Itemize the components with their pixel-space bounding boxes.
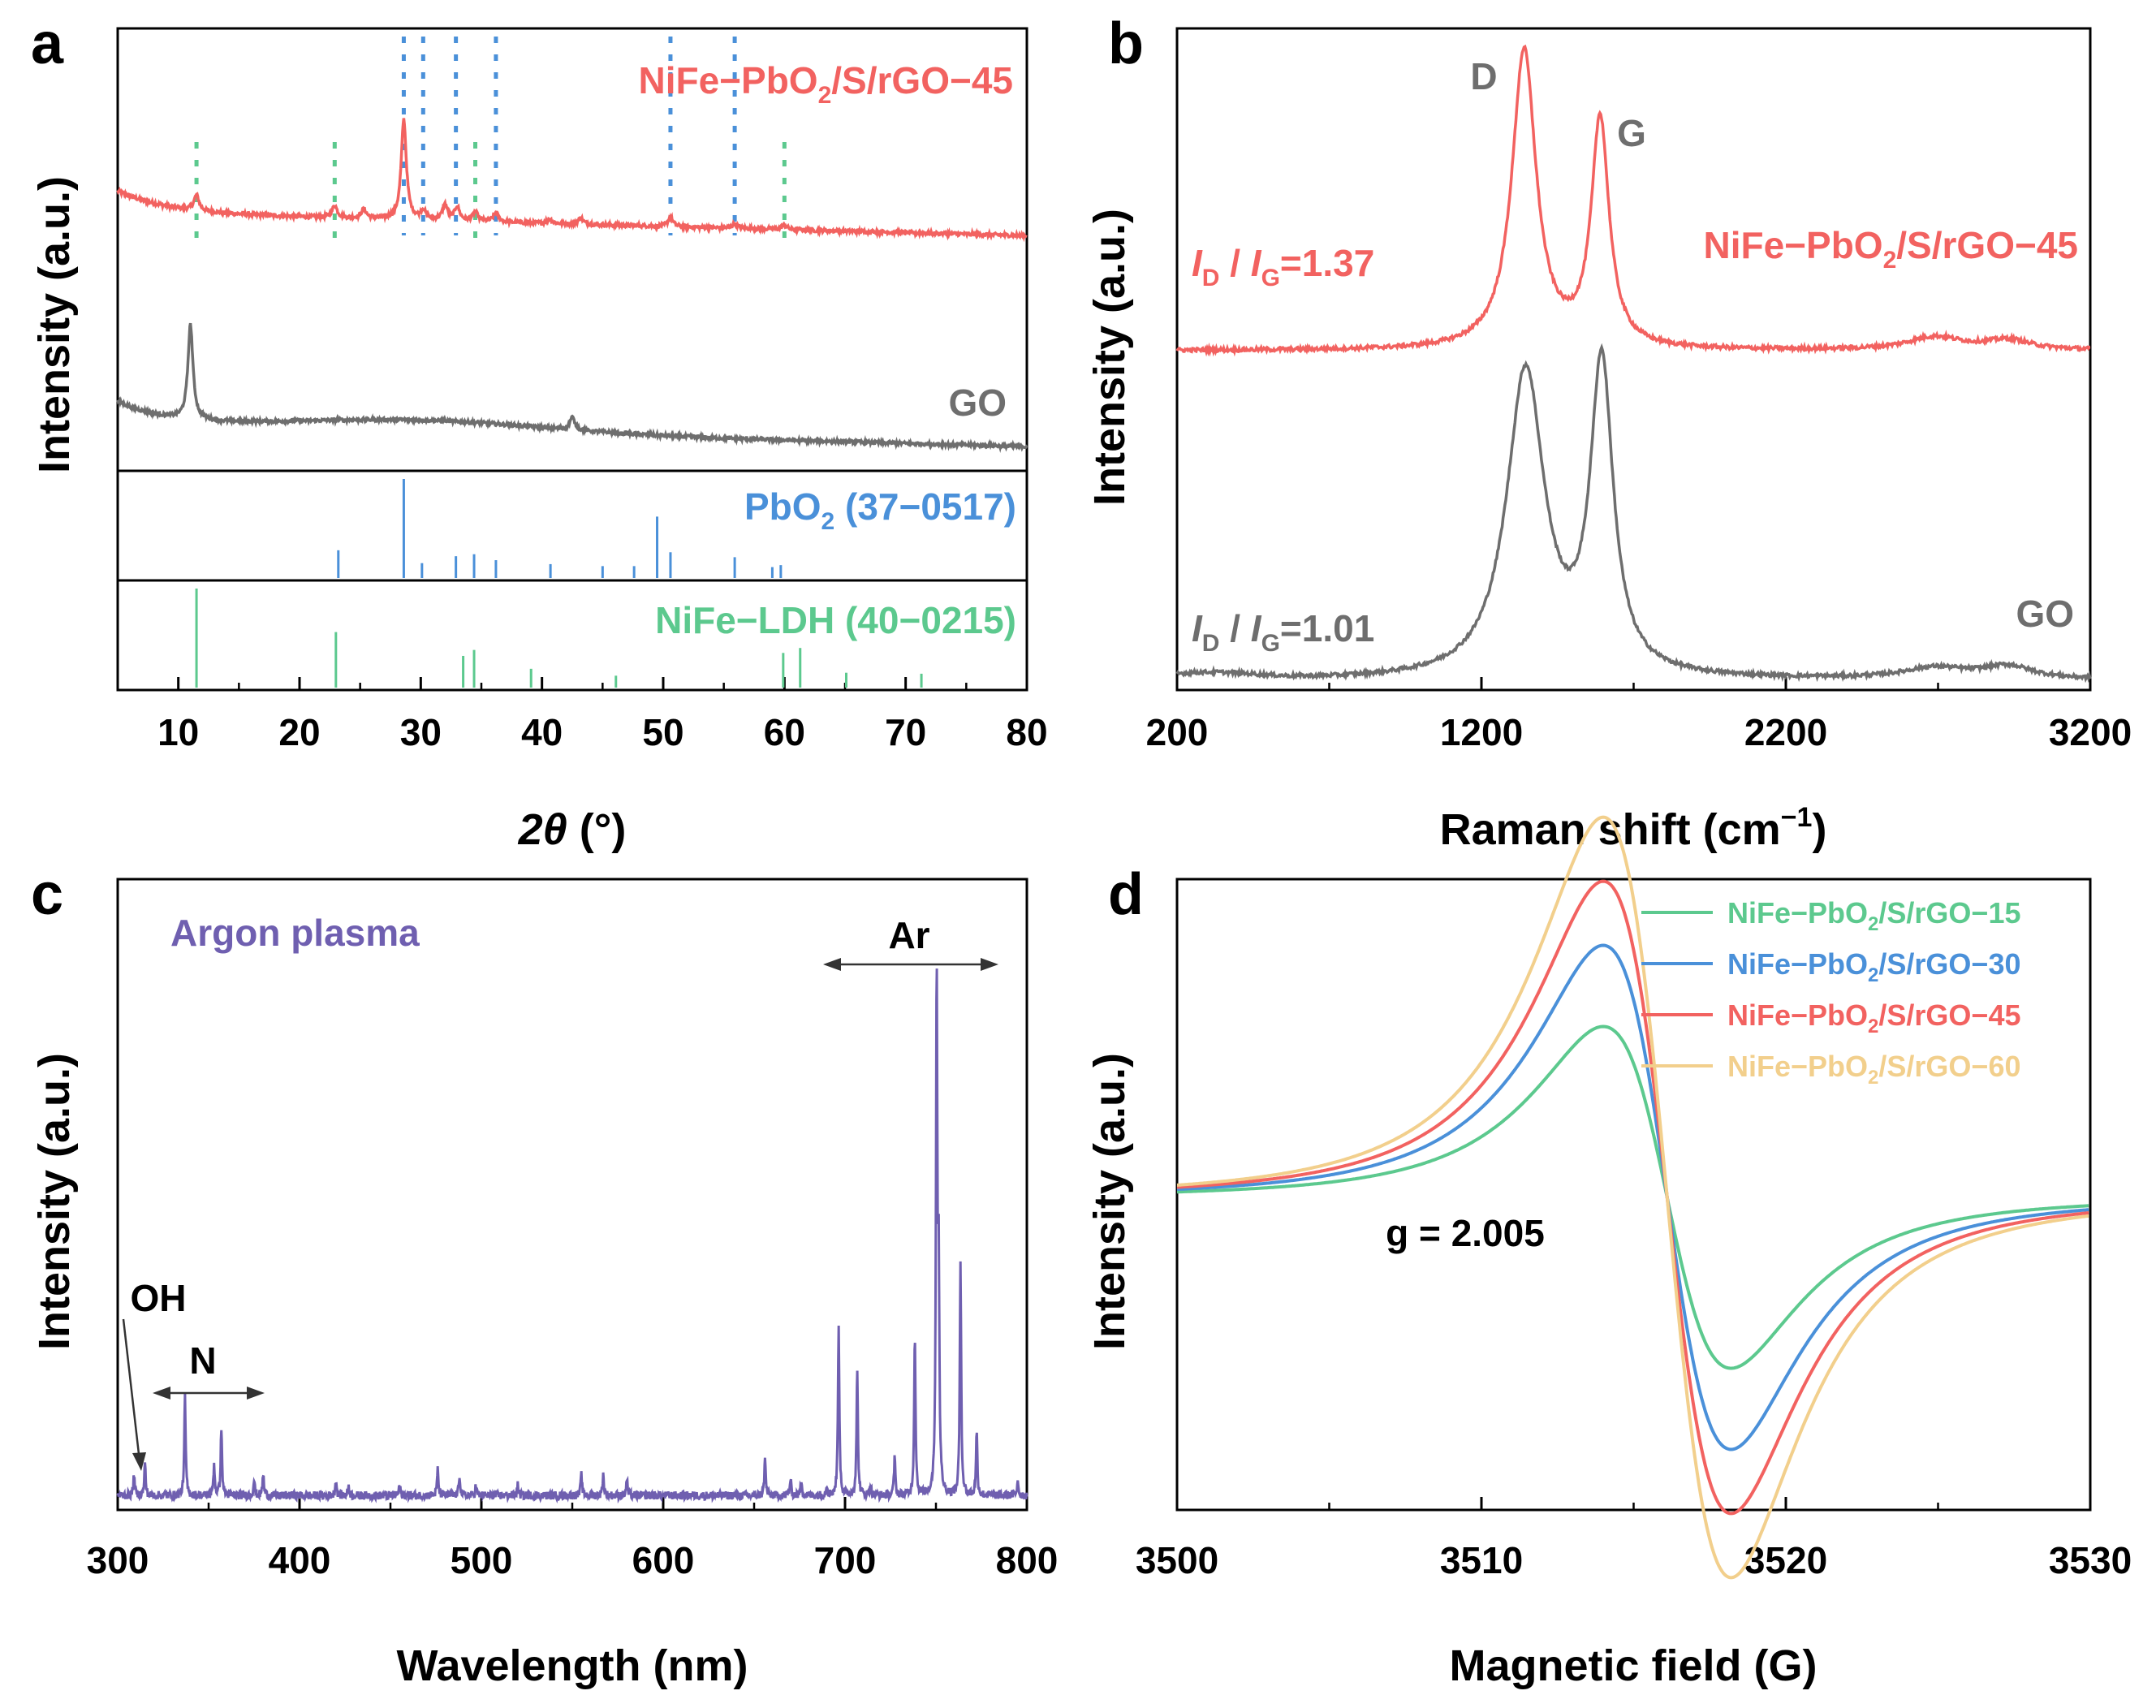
panel-c-xtick-label: 500 — [451, 1539, 513, 1581]
panel-a-series-red — [116, 118, 1028, 243]
panel-c-xtick-labels: 300 400 500 600 700 800 — [87, 1539, 1059, 1581]
panel-d-series-rgo45 — [1176, 879, 2089, 1516]
panel-c-oh-arrow — [122, 1318, 146, 1471]
panel-a-ylabel: Intensity (a.u.) — [30, 176, 79, 473]
panel-a-xtick-label: 60 — [764, 711, 805, 753]
panel-b-xtick-label: 2200 — [1744, 711, 1827, 753]
panel-c-xtick-label: 600 — [632, 1539, 695, 1581]
panel-b-peak-g-label: G — [1617, 112, 1646, 154]
panel-b-xtick-labels: 200 1200 2200 3200 — [1146, 711, 2132, 753]
panel-c-label-argon-plasma: Argon plasma — [170, 912, 420, 954]
panel-d-xtick-label: 3510 — [1440, 1539, 1523, 1581]
panel-b-series-red — [1175, 44, 2091, 357]
panel-a-label-go: GO — [948, 382, 1007, 424]
legend-entry-rgo45: NiFe−PbO2/S/rGO−45 — [1641, 998, 2021, 1037]
panel-a-label-pbo2: PbO2 (37−0517) — [744, 485, 1016, 535]
panel-d-ylabel: Intensity (a.u.) — [1085, 1053, 1134, 1350]
panel-c-ylabel: Intensity (a.u.) — [30, 1053, 79, 1350]
panel-b-ylabel: Intensity (a.u.) — [1085, 209, 1134, 506]
panel-b-xtick-label: 200 — [1146, 711, 1209, 753]
panel-c-frame — [116, 878, 1028, 1512]
panel-c-xtick-label: 300 — [87, 1539, 149, 1581]
panel-a-xtick-label: 20 — [278, 711, 320, 753]
panel-b: b Intensity (a.u.) 200 1200 2200 3200 Ra… — [1085, 11, 2132, 854]
panel-a-xtick-label: 80 — [1006, 711, 1047, 753]
panel-c-label-ar: Ar — [888, 914, 929, 956]
panel-c-xtick-label: 800 — [996, 1539, 1059, 1581]
panel-d: d Intensity (a.u.) 3500 3510 3520 3530 M… — [1085, 815, 2132, 1690]
panel-a-frame — [116, 27, 1028, 692]
panel-d-series-rgo30 — [1176, 943, 2089, 1451]
panel-c-label-oh: OH — [131, 1277, 187, 1319]
panel-b-xtick-label: 1200 — [1440, 711, 1523, 753]
legend-label-rgo60: NiFe−PbO2/S/rGO−60 — [1727, 1050, 2021, 1089]
panel-b-peak-d-label: D — [1470, 55, 1497, 97]
panel-c-n-arrow — [153, 1387, 265, 1400]
panel-d-g-value: g = 2.005 — [1386, 1212, 1545, 1254]
panel-a-label: a — [31, 11, 64, 76]
panel-d-xtick-label: 3500 — [1136, 1539, 1218, 1581]
panel-d-xtick-labels: 3500 3510 3520 3530 — [1136, 1539, 2132, 1581]
panel-d-curves — [1176, 815, 2089, 1580]
panel-c-ar-arrow — [823, 958, 998, 971]
panel-c-xtick-label: 700 — [814, 1539, 877, 1581]
panel-a-xtick-label: 50 — [642, 711, 683, 753]
panel-c-label-n: N — [189, 1339, 216, 1382]
panel-d-label: d — [1108, 862, 1144, 927]
panel-d-xticks — [1175, 1497, 2092, 1510]
legend-entry-rgo15: NiFe−PbO2/S/rGO−15 — [1641, 896, 2021, 935]
panel-a: a Intensity (a.u.) 10 20 30 40 50 60 70 … — [30, 11, 1048, 854]
panel-a-label-ldh: NiFe−LDH (40−0215) — [655, 599, 1016, 641]
panel-a-reference-ldh — [195, 589, 923, 688]
panel-c-label: c — [31, 862, 63, 927]
panel-c-xlabel: Wavelength (nm) — [396, 1641, 748, 1690]
panel-d-series-rgo60 — [1176, 815, 2089, 1580]
panel-c: c Intensity (a.u.) 300 400 500 600 700 8… — [30, 862, 1058, 1690]
panel-c-xticks — [116, 1497, 1028, 1510]
panel-a-xtick-label: 10 — [157, 711, 199, 753]
panel-a-series-go — [116, 322, 1028, 453]
panel-a-xtick-label: 70 — [885, 711, 926, 753]
panel-d-legend: NiFe−PbO2/S/rGO−15 NiFe−PbO2/S/rGO−30 Ni… — [1641, 896, 2021, 1089]
panel-a-xtick-labels: 10 20 30 40 50 60 70 80 — [157, 711, 1048, 753]
panel-c-series-argon — [116, 968, 1028, 1504]
panel-b-xlabel: Raman shift (cm−1) — [1440, 802, 1827, 854]
panel-a-xtick-label: 40 — [521, 711, 563, 753]
panel-a-phase-markers — [194, 37, 787, 244]
panel-a-xticks — [116, 677, 1028, 690]
panel-b-xticks — [1175, 677, 2092, 690]
panel-c-xtick-label: 400 — [269, 1539, 331, 1581]
legend-entry-rgo60: NiFe−PbO2/S/rGO−60 — [1641, 1050, 2021, 1089]
panel-a-label-red-series: NiFe−PbO2/S/rGO−45 — [638, 59, 1013, 109]
panel-d-series-rgo15 — [1177, 1024, 2089, 1370]
panel-a-xtick-label: 30 — [400, 711, 442, 753]
panel-b-label-red-series: NiFe−PbO2/S/rGO−45 — [1703, 224, 2078, 274]
legend-entry-rgo30: NiFe−PbO2/S/rGO−30 — [1641, 947, 2021, 986]
panel-d-xlabel: Magnetic field (G) — [1449, 1641, 1817, 1690]
panel-b-xtick-label: 3200 — [2049, 711, 2132, 753]
panel-b-ratio-red: ID / IG=1.37 — [1192, 242, 1374, 291]
panel-a-xlabel: 2θ (°) — [518, 805, 627, 854]
panel-d-xtick-label: 3530 — [2049, 1539, 2132, 1581]
panel-b-label-go: GO — [2016, 593, 2074, 635]
legend-label-rgo45: NiFe−PbO2/S/rGO−45 — [1727, 998, 2021, 1037]
legend-label-rgo30: NiFe−PbO2/S/rGO−30 — [1727, 947, 2021, 986]
panel-a-reference-pbo2 — [337, 479, 783, 578]
panel-b-ratio-go: ID / IG=1.01 — [1192, 607, 1374, 657]
panel-b-series-go — [1175, 343, 2092, 684]
panel-b-label: b — [1108, 11, 1144, 76]
panel-d-xtick-label: 3520 — [1744, 1539, 1827, 1581]
legend-label-rgo15: NiFe−PbO2/S/rGO−15 — [1727, 896, 2021, 935]
